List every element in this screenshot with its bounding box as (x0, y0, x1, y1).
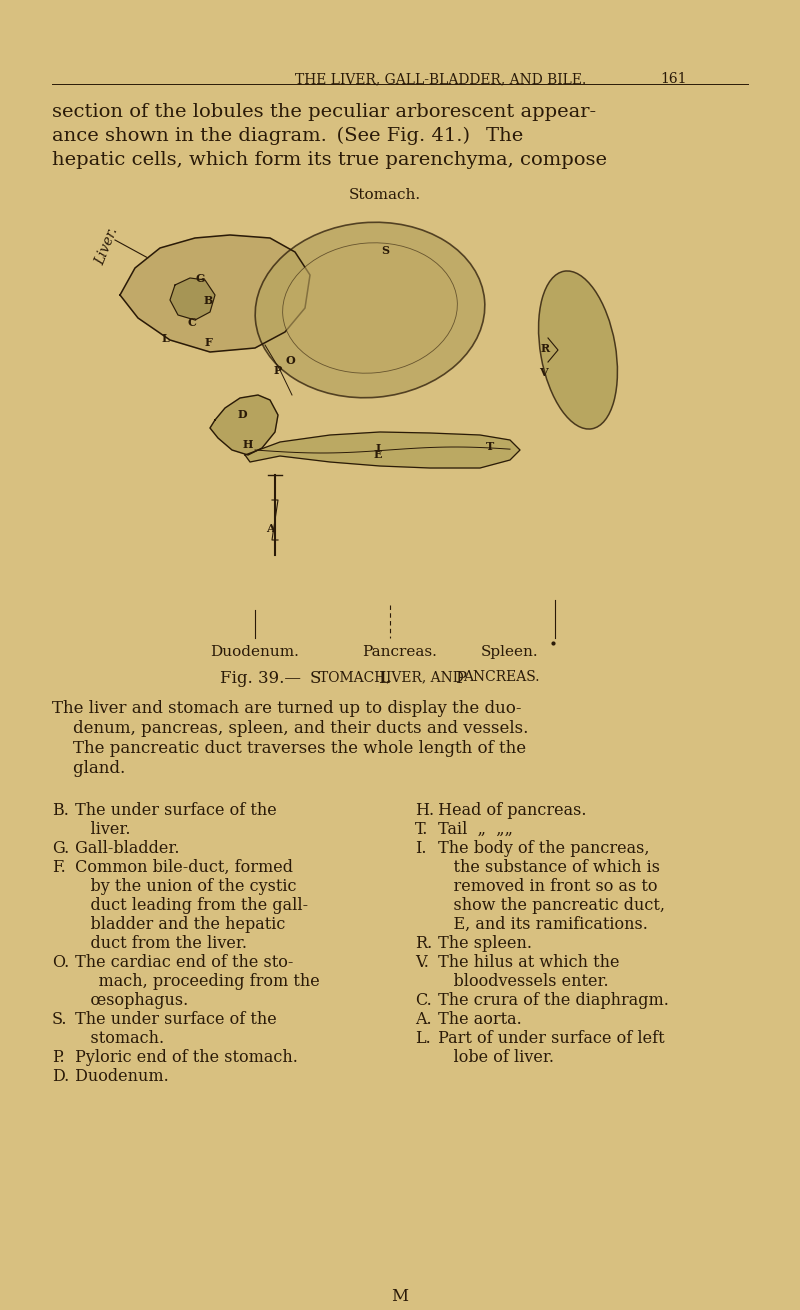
Text: denum, pancreas, spleen, and their ducts and vessels.: denum, pancreas, spleen, and their ducts… (52, 721, 528, 738)
Ellipse shape (538, 271, 618, 430)
Text: E: E (374, 449, 382, 461)
Text: The pancreatic duct traverses the whole length of the: The pancreatic duct traverses the whole … (52, 740, 526, 757)
Text: I.: I. (415, 840, 426, 857)
Text: stomach.: stomach. (70, 1030, 164, 1047)
Text: V.: V. (415, 954, 429, 971)
Text: B.: B. (52, 802, 69, 819)
Text: D.: D. (52, 1068, 70, 1085)
Text: O: O (285, 355, 295, 365)
Text: Duodenum.: Duodenum. (210, 645, 299, 659)
Text: liver.: liver. (70, 821, 130, 838)
Text: S: S (310, 669, 322, 686)
Text: 161: 161 (660, 72, 686, 86)
Text: V: V (538, 367, 547, 377)
Text: S.: S. (52, 1011, 67, 1028)
Text: The body of the pancreas,: The body of the pancreas, (433, 840, 650, 857)
Text: Pancreas.: Pancreas. (362, 645, 438, 659)
Text: Head of pancreas.: Head of pancreas. (433, 802, 586, 819)
Text: E, and its ramifications.: E, and its ramifications. (433, 916, 648, 933)
Text: The aorta.: The aorta. (433, 1011, 522, 1028)
Text: Stomach.: Stomach. (349, 189, 421, 202)
Text: A: A (266, 523, 274, 533)
Text: the substance of which is: the substance of which is (433, 859, 660, 876)
Text: lobe of liver.: lobe of liver. (433, 1049, 554, 1066)
Text: Tail  „  „„: Tail „ „„ (433, 821, 513, 838)
Text: P.: P. (52, 1049, 65, 1066)
Text: Pyloric end of the stomach.: Pyloric end of the stomach. (70, 1049, 298, 1066)
Text: D: D (237, 410, 247, 421)
Text: THE LIVER, GALL-BLADDER, AND BILE.: THE LIVER, GALL-BLADDER, AND BILE. (295, 72, 586, 86)
Text: show the pancreatic duct,: show the pancreatic duct, (433, 897, 665, 914)
Text: Fig. 39.—: Fig. 39.— (220, 669, 301, 686)
Text: O.: O. (52, 954, 70, 971)
Ellipse shape (255, 223, 485, 398)
Text: M: M (391, 1288, 409, 1305)
Text: T.: T. (415, 821, 428, 838)
Text: The liver and stomach are turned up to display the duo-: The liver and stomach are turned up to d… (52, 700, 522, 717)
Text: The under surface of the: The under surface of the (70, 802, 277, 819)
Text: G: G (195, 272, 205, 283)
Text: L.: L. (415, 1030, 430, 1047)
Text: P: P (455, 669, 466, 686)
Text: gland.: gland. (52, 760, 126, 777)
Text: TOMACH,: TOMACH, (319, 669, 395, 684)
Text: The crura of the diaphragm.: The crura of the diaphragm. (433, 992, 669, 1009)
Polygon shape (120, 234, 310, 352)
Text: ANCREAS.: ANCREAS. (463, 669, 539, 684)
Text: The spleen.: The spleen. (433, 935, 532, 952)
Text: A.: A. (415, 1011, 432, 1028)
Text: Spleen.: Spleen. (481, 645, 539, 659)
Text: The hilus at which the: The hilus at which the (433, 954, 619, 971)
Text: C.: C. (415, 992, 432, 1009)
Text: P: P (274, 364, 282, 376)
Text: L: L (378, 669, 389, 686)
Text: T: T (486, 441, 494, 452)
Text: duct from the liver.: duct from the liver. (70, 935, 247, 952)
Polygon shape (245, 432, 520, 468)
Text: duct leading from the gall-: duct leading from the gall- (70, 897, 308, 914)
Text: mach, proceeding from the: mach, proceeding from the (70, 973, 320, 990)
Text: G.: G. (52, 840, 70, 857)
Text: H: H (243, 439, 253, 451)
Text: R: R (541, 342, 550, 354)
Text: S: S (381, 245, 389, 255)
Text: hepatic cells, which form its true parenchyma, compose: hepatic cells, which form its true paren… (52, 151, 607, 169)
Text: bloodvessels enter.: bloodvessels enter. (433, 973, 609, 990)
Text: B: B (203, 295, 213, 305)
Text: I: I (375, 443, 381, 453)
Text: removed in front so as to: removed in front so as to (433, 878, 658, 895)
Text: ance shown in the diagram. (See Fig. 41.)  The: ance shown in the diagram. (See Fig. 41.… (52, 127, 523, 145)
Text: Part of under surface of left: Part of under surface of left (433, 1030, 665, 1047)
Text: Liver.: Liver. (93, 225, 121, 267)
Polygon shape (210, 396, 278, 455)
Text: IVER, AND: IVER, AND (386, 669, 468, 684)
Text: The cardiac end of the sto-: The cardiac end of the sto- (70, 954, 294, 971)
Text: Gall-bladder.: Gall-bladder. (70, 840, 179, 857)
Text: The under surface of the: The under surface of the (70, 1011, 277, 1028)
Polygon shape (170, 278, 215, 320)
Text: by the union of the cystic: by the union of the cystic (70, 878, 297, 895)
Text: F.: F. (52, 859, 66, 876)
Text: œsophagus.: œsophagus. (70, 992, 188, 1009)
Text: F: F (204, 337, 212, 347)
Text: C: C (187, 317, 197, 328)
Text: Common bile-duct, formed: Common bile-duct, formed (70, 859, 293, 876)
Text: section of the lobules the peculiar arborescent appear-: section of the lobules the peculiar arbo… (52, 103, 596, 121)
Text: bladder and the hepatic: bladder and the hepatic (70, 916, 286, 933)
Text: H.: H. (415, 802, 434, 819)
Text: L: L (161, 333, 169, 343)
Ellipse shape (282, 242, 458, 373)
Text: Duodenum.: Duodenum. (70, 1068, 169, 1085)
Text: R.: R. (415, 935, 432, 952)
